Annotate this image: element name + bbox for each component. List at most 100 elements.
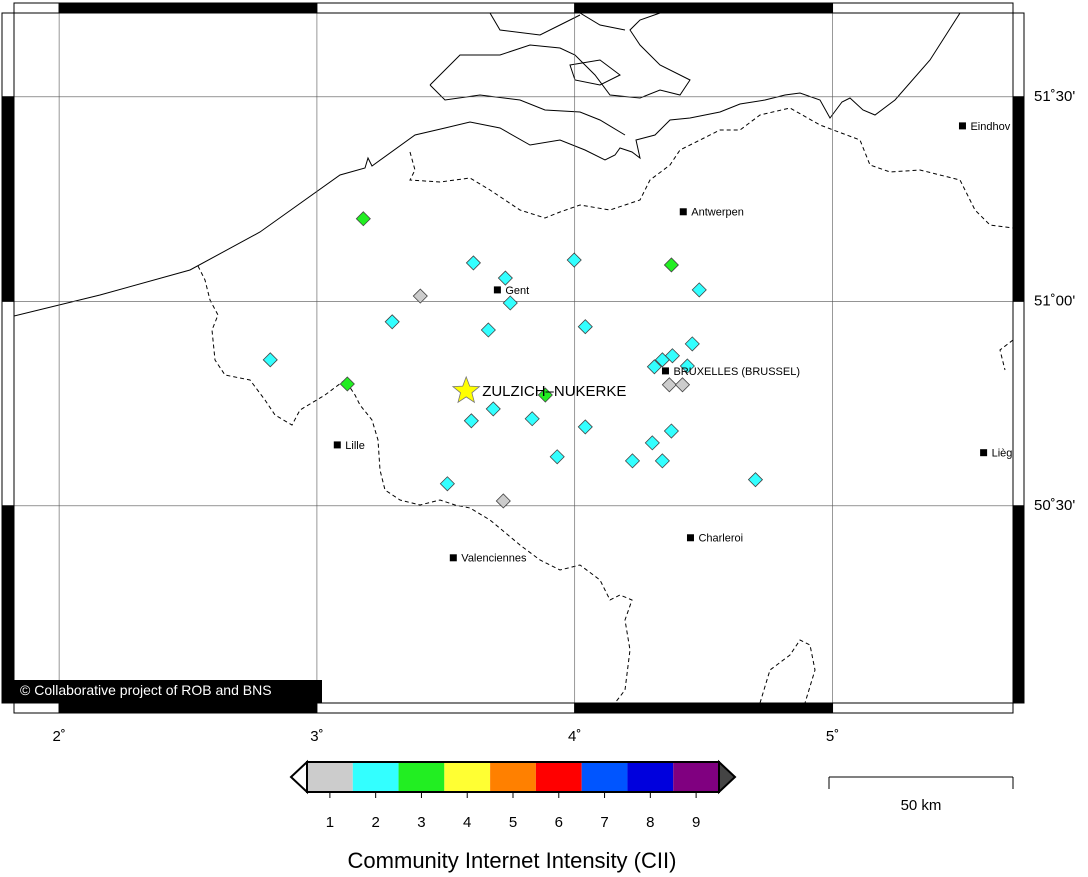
intensity-marker	[465, 255, 481, 271]
city-label: Lille	[345, 440, 365, 452]
frame-band	[58, 702, 318, 714]
intensity-marker	[480, 322, 496, 338]
colorbar-label: 1	[326, 814, 334, 831]
colorbar-box	[490, 762, 536, 792]
city-marker	[661, 367, 669, 375]
intensity-marker	[577, 319, 593, 335]
intensity-marker	[502, 295, 518, 311]
colorbar-box	[444, 762, 491, 792]
city-marker	[980, 449, 988, 457]
scale-bar	[828, 776, 1014, 789]
lat-label: 51˚00'	[1034, 292, 1075, 309]
city-label: BRUXELLES (BRUSSEL)	[673, 366, 800, 378]
frame: 2˚ 3˚ 4˚ 5˚ 51˚30' 51˚00' 50˚30'	[1, 2, 1075, 745]
intensity-marker	[497, 270, 513, 286]
intensity-marker	[624, 453, 641, 469]
frame-band	[1012, 12, 1025, 98]
intensity-marker	[654, 453, 670, 469]
frame-band	[1, 12, 15, 98]
colorbar-over	[718, 759, 737, 795]
intensity-marker	[663, 423, 679, 439]
city-label: Eindhov	[970, 121, 1010, 133]
city-label: Valenciennes	[461, 553, 527, 565]
intensity-marker	[679, 358, 695, 374]
colorbar-title: Community Internet Intensity (CII)	[348, 848, 677, 873]
colorbar-label: 7	[600, 814, 608, 831]
border-de	[759, 339, 1013, 703]
intensity-marker	[674, 377, 691, 393]
marks: Eindhov Antwerpen Gent BRUXELLES (BRUSSEL) L…	[262, 121, 1012, 565]
frame-band	[13, 702, 60, 714]
intensity-marker	[566, 252, 582, 268]
copyright-box	[14, 680, 322, 703]
colorbar-outline	[306, 761, 720, 793]
intensity-marker	[663, 257, 679, 273]
colorbar-box	[307, 762, 353, 792]
intensity-marker	[495, 493, 511, 509]
colorbar-box	[352, 762, 399, 792]
colorbar-box	[581, 762, 628, 792]
city-label: Gent	[505, 285, 529, 297]
border-fr	[197, 265, 633, 703]
frame-band	[1012, 505, 1025, 704]
map-area	[14, 13, 1013, 703]
frame-band	[316, 702, 576, 714]
intensity-marker	[691, 282, 707, 298]
lon-label: 2˚	[52, 728, 65, 745]
map-lines	[14, 13, 1013, 703]
city-marker	[958, 122, 966, 130]
frame-band	[1, 300, 15, 507]
colorbar-label: 9	[692, 814, 700, 831]
colorbar-label: 5	[509, 814, 517, 831]
city-label: Charleroi	[698, 533, 743, 545]
intensity-marker	[537, 387, 553, 403]
intensity-marker	[355, 211, 371, 227]
colorbar-box	[627, 762, 674, 792]
intensity-marker	[439, 476, 455, 492]
city-marker	[686, 534, 694, 542]
city-marker	[449, 554, 457, 562]
colorbar-box	[398, 762, 445, 792]
lon-label: 5˚	[826, 728, 839, 745]
frame-band	[13, 2, 60, 14]
colorbar-label: 2	[371, 814, 379, 831]
intensity-marker	[577, 419, 593, 435]
epicenter-label: ZULZICH–NUKERKE	[482, 383, 626, 400]
colorbar: 1 2 3 4 5 6 7 8 9	[289, 759, 737, 831]
copyright: © Collaborative project of ROB and BNS	[20, 682, 272, 698]
frame-band	[316, 2, 576, 14]
colorbar-under	[289, 759, 308, 795]
colorbar-label: 3	[417, 814, 425, 831]
frame-band	[1012, 300, 1025, 507]
colorbar-label: 4	[463, 814, 471, 831]
epicenter	[451, 375, 481, 404]
intensity-marker	[644, 435, 660, 451]
frame-band	[832, 702, 1014, 714]
coastline	[14, 13, 961, 317]
border-nl	[409, 107, 1013, 229]
lat-label: 51˚30'	[1034, 88, 1075, 105]
intensity-marker	[684, 336, 700, 352]
intensity-marker	[549, 449, 565, 465]
intensity-marker	[661, 377, 677, 393]
colorbar-box	[673, 762, 719, 792]
city-marker	[333, 441, 341, 449]
intensity-marker	[646, 359, 662, 375]
colorbar-box	[535, 762, 582, 792]
colorbar-label: 8	[646, 814, 654, 831]
frame-border	[13, 12, 1014, 704]
lon-label: 3˚	[310, 728, 323, 745]
intensity-marker	[747, 472, 764, 488]
intensity-marker	[485, 401, 501, 417]
intensity-marker	[262, 352, 278, 368]
intensity-marker	[339, 376, 355, 392]
intensity-marker	[463, 413, 479, 429]
frame-band	[574, 702, 834, 714]
colorbar-label: 6	[555, 814, 563, 831]
city-marker	[679, 208, 687, 216]
city-marker	[493, 286, 501, 294]
intensity-marker	[384, 314, 400, 330]
estuary	[429, 13, 691, 136]
frame-band	[574, 2, 834, 14]
